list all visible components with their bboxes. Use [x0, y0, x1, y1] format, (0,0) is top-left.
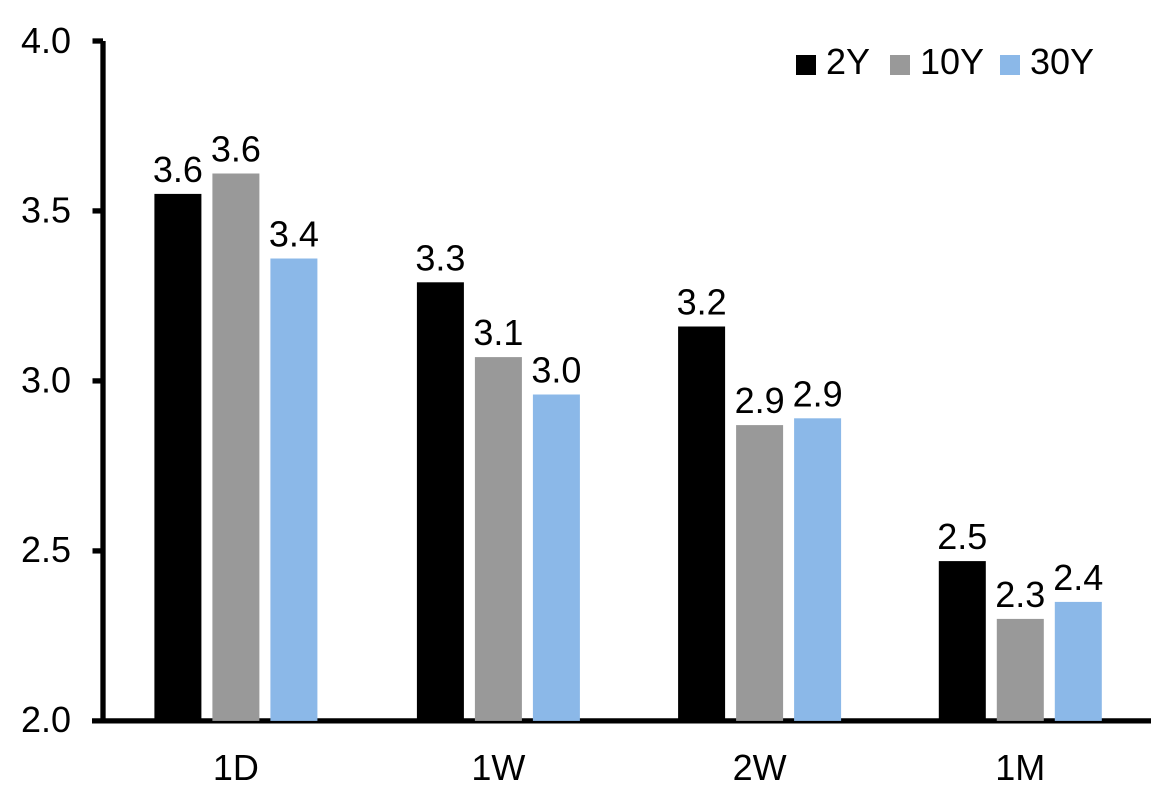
- svg-text:3.1: 3.1: [473, 312, 523, 353]
- svg-text:3.6: 3.6: [211, 129, 261, 170]
- svg-text:10Y: 10Y: [920, 41, 984, 82]
- svg-text:1D: 1D: [213, 747, 259, 788]
- svg-text:3.6: 3.6: [153, 149, 203, 190]
- svg-text:3.3: 3.3: [415, 237, 465, 278]
- svg-text:3.0: 3.0: [531, 350, 581, 391]
- svg-text:2.0: 2.0: [21, 699, 71, 740]
- svg-text:3.5: 3.5: [21, 190, 71, 231]
- svg-text:2.5: 2.5: [937, 516, 987, 557]
- svg-text:2.9: 2.9: [793, 373, 843, 414]
- svg-text:4.0: 4.0: [21, 20, 71, 61]
- svg-text:3.2: 3.2: [677, 282, 727, 323]
- svg-text:30Y: 30Y: [1030, 41, 1094, 82]
- svg-text:2W: 2W: [733, 747, 787, 788]
- svg-text:2.4: 2.4: [1053, 557, 1103, 598]
- svg-text:1W: 1W: [471, 747, 525, 788]
- svg-text:1M: 1M: [995, 747, 1045, 788]
- svg-text:2.3: 2.3: [995, 574, 1045, 615]
- svg-text:2.5: 2.5: [21, 529, 71, 570]
- svg-text:2.9: 2.9: [735, 380, 785, 421]
- svg-text:2Y: 2Y: [826, 41, 870, 82]
- svg-text:3.0: 3.0: [21, 359, 71, 400]
- svg-text:3.4: 3.4: [269, 214, 319, 255]
